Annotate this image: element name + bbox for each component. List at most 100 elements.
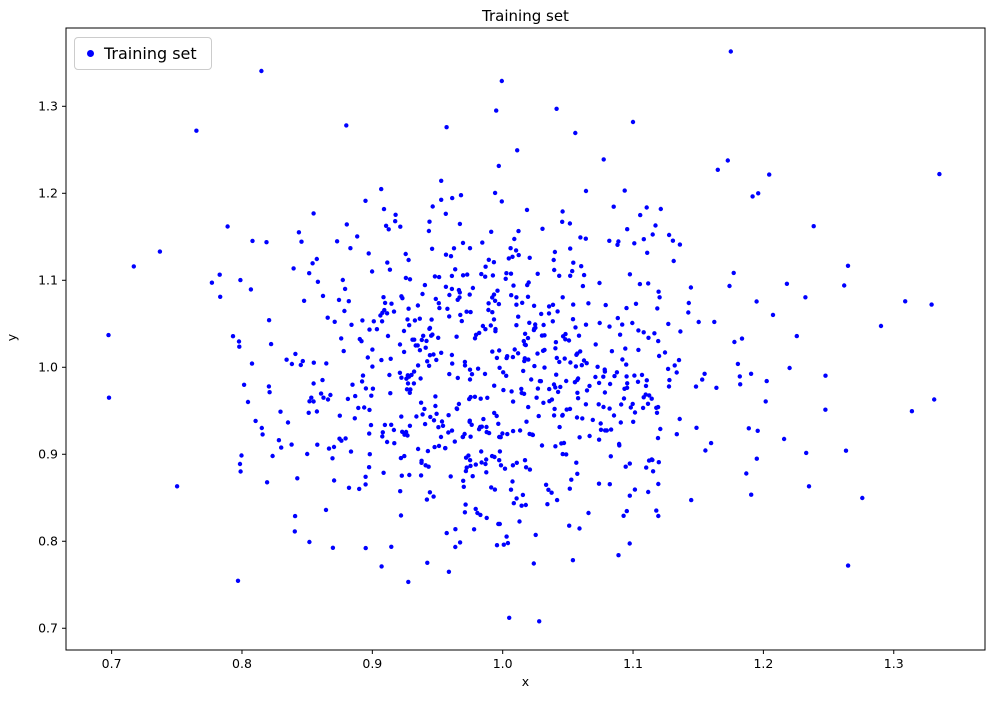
scatter-point: [217, 272, 222, 277]
scatter-point: [598, 421, 603, 426]
scatter-point: [382, 422, 388, 428]
scatter-point: [570, 317, 576, 322]
scatter-point: [630, 401, 635, 407]
scatter-point: [467, 418, 472, 423]
scatter-point: [531, 303, 537, 308]
scatter-point: [430, 204, 435, 209]
scatter-point: [593, 342, 598, 347]
scatter-point: [363, 482, 368, 487]
scatter-point: [497, 458, 502, 463]
scatter-point: [522, 356, 527, 361]
scatter-point: [541, 400, 546, 405]
scatter-point: [562, 356, 567, 361]
scatter-point: [346, 299, 351, 304]
scatter-point: [449, 286, 455, 292]
scatter-point: [439, 419, 445, 424]
scatter-point: [260, 432, 265, 437]
scatter-point: [444, 125, 449, 130]
scatter-point: [878, 323, 884, 329]
scatter-point: [284, 357, 289, 362]
scatter-point: [449, 273, 455, 279]
scatter-point: [314, 409, 320, 414]
scatter-point: [653, 223, 658, 228]
scatter-point: [596, 437, 602, 442]
scatter-point: [359, 379, 365, 384]
scatter-point: [672, 363, 677, 368]
scatter-point: [494, 543, 500, 548]
scatter-point: [328, 392, 333, 398]
scatter-point: [644, 205, 649, 210]
scatter-point: [449, 428, 455, 433]
scatter-point: [654, 405, 659, 410]
y-tick-label: 1.3: [38, 98, 58, 113]
scatter-point: [385, 260, 390, 265]
scatter-point: [625, 227, 630, 232]
scatter-point: [267, 390, 272, 395]
scatter-point: [504, 271, 509, 276]
scatter-point: [636, 328, 641, 333]
scatter-point: [614, 370, 620, 375]
scatter-point: [843, 448, 849, 453]
y-tick-label: 0.7: [38, 620, 58, 635]
scatter-point: [422, 421, 428, 427]
scatter-point: [929, 302, 934, 307]
scatter-point: [737, 374, 742, 379]
scatter-point: [703, 448, 708, 453]
scatter-point: [667, 377, 672, 383]
scatter-point: [268, 341, 274, 347]
scatter-point: [337, 436, 342, 441]
scatter-point: [527, 320, 532, 325]
scatter-point: [620, 357, 625, 362]
scatter-point: [468, 463, 473, 469]
scatter-point: [436, 425, 441, 430]
scatter-point: [649, 396, 654, 401]
scatter-point: [431, 418, 437, 423]
scatter-point: [650, 232, 655, 237]
scatter-point: [676, 357, 682, 363]
scatter-point: [570, 268, 575, 274]
scatter-point: [444, 530, 449, 536]
scatter-point: [475, 510, 480, 516]
scatter-point: [700, 377, 705, 382]
scatter-point: [750, 194, 755, 199]
scatter-point: [481, 416, 486, 422]
scatter-point: [781, 436, 787, 442]
scatter-point: [403, 275, 409, 281]
scatter-point: [434, 411, 439, 416]
scatter-point: [794, 333, 799, 339]
scatter-point: [236, 339, 242, 344]
scatter-point: [367, 407, 372, 413]
scatter-point: [239, 453, 244, 458]
scatter-point: [462, 363, 468, 368]
scatter-point: [748, 371, 754, 376]
scatter-point: [523, 465, 529, 470]
scatter-point: [238, 469, 243, 474]
scatter-point: [289, 442, 294, 447]
scatter-point: [380, 430, 385, 435]
scatter-point: [467, 367, 473, 372]
scatter-point: [420, 291, 425, 297]
scatter-point: [494, 413, 499, 419]
scatter-point: [535, 271, 540, 276]
scatter-point: [534, 395, 539, 400]
scatter-point: [545, 502, 550, 507]
scatter-point: [560, 451, 565, 457]
scatter-point: [339, 336, 344, 341]
scatter-point: [624, 305, 629, 311]
scatter-point: [417, 316, 422, 321]
scatter-point: [424, 497, 430, 502]
scatter-point: [447, 314, 452, 319]
scatter-point: [568, 273, 573, 278]
scatter-point: [419, 458, 424, 463]
scatter-point: [406, 579, 411, 585]
scatter-point: [392, 441, 397, 446]
scatter-point: [315, 442, 320, 447]
scatter-point: [344, 123, 349, 128]
scatter-point: [522, 458, 528, 463]
x-tick-label: 1.3: [884, 656, 904, 671]
scatter-point: [406, 257, 411, 263]
scatter-point: [554, 372, 559, 377]
scatter-point: [410, 337, 415, 342]
scatter-point: [486, 430, 492, 436]
legend: Training set: [74, 37, 212, 70]
